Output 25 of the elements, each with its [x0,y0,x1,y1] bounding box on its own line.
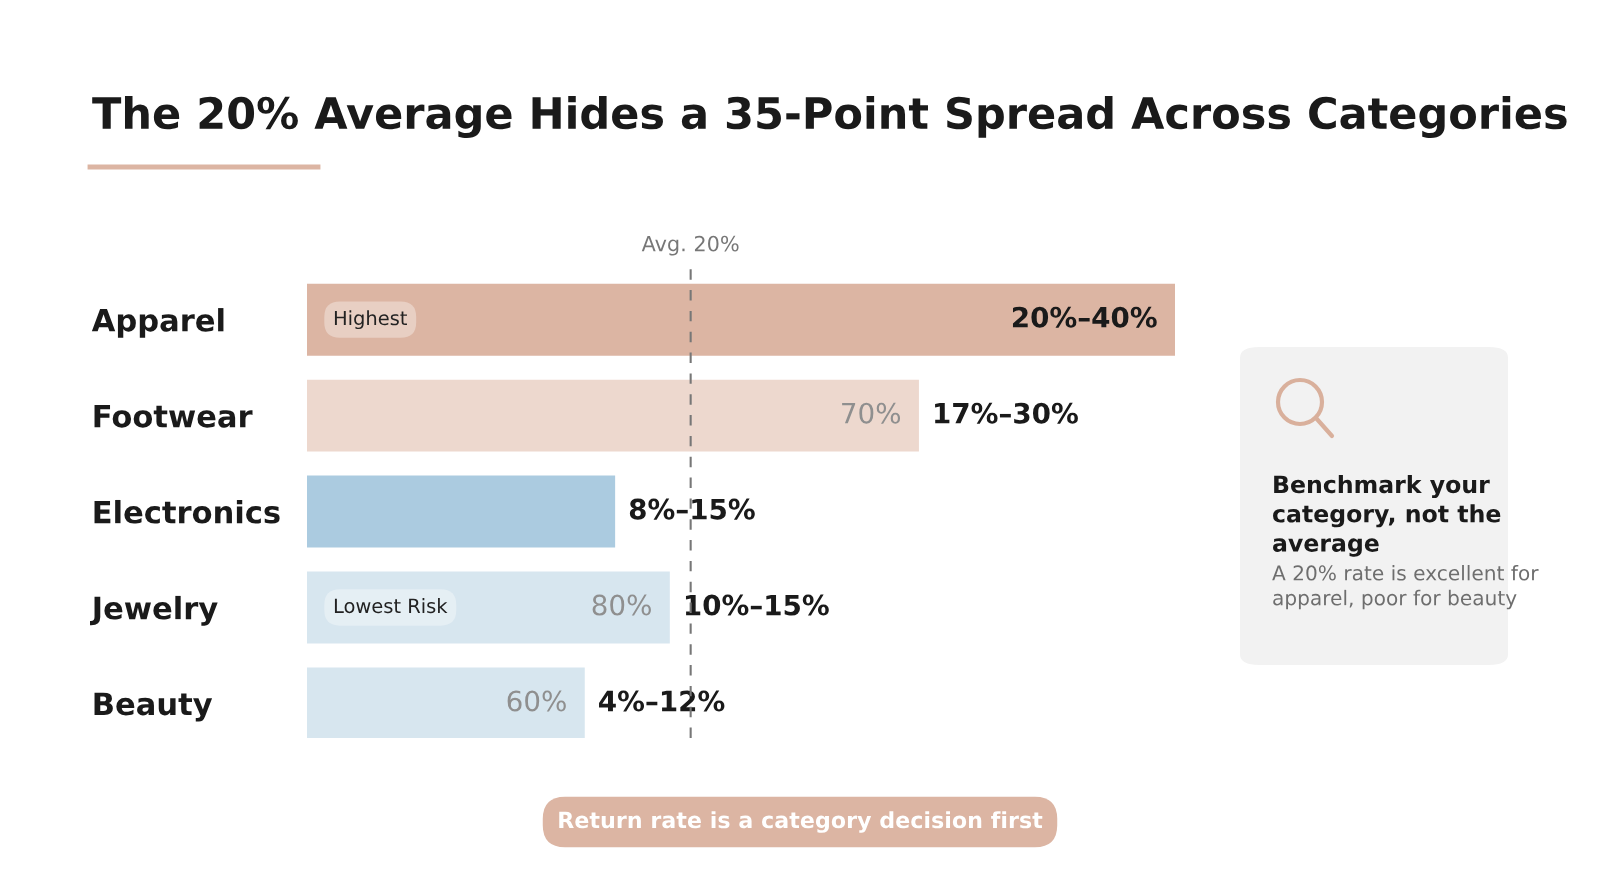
annotation: 10%–15% [685,594,829,616]
annotation: Highest [334,310,407,330]
annotation: 60% [507,690,566,712]
annotation: 20%–40% [1012,306,1157,328]
bar [307,379,919,452]
y-tick-label: Electronics [94,499,280,524]
annotation: Lowest Risk [334,598,448,614]
bar [307,475,616,548]
annotation: 4%–12% [599,690,725,712]
annotation: 17%–30% [935,402,1078,424]
bar [307,667,585,738]
bar [307,571,670,644]
bar [307,283,1175,356]
annotation: 70% [842,402,901,424]
y-tick-label: Jewelry [90,595,218,626]
ref-line-label: Avg. 20% [641,235,739,256]
annotation: 80% [592,594,651,616]
y-tick-label: Footwear [94,404,253,428]
text: A 20% rate is excellent for apparel, poor for beauty [1272,565,1539,610]
y-tick-label: Apparel [91,308,224,338]
annotation: 8%–15% [629,498,755,520]
chart-title: The 20% Average Hides a 35-Point Spread Across Categories [92,96,1567,138]
text: Return rate is a category decision first [559,811,1043,833]
y-tick-label: Beauty [94,692,213,722]
text: Benchmark your category, not the average [1273,475,1501,557]
